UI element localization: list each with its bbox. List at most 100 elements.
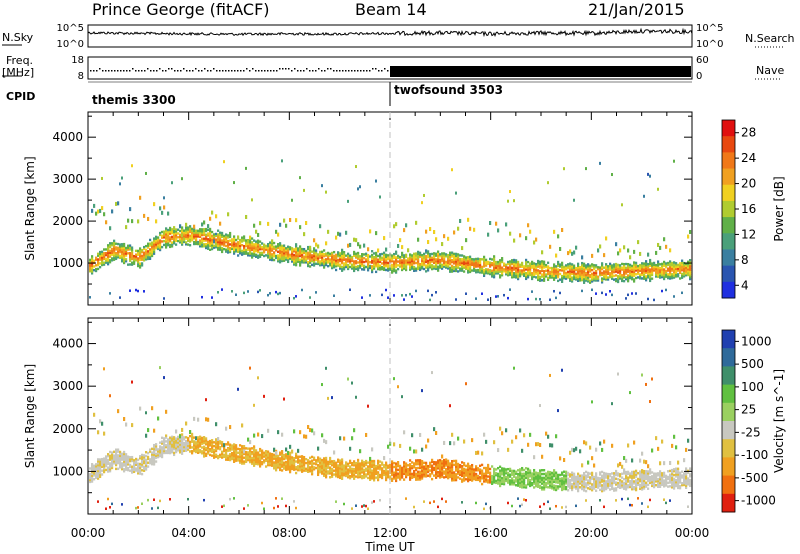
velocity-cell: [371, 461, 374, 465]
velocity-cell: [241, 452, 244, 456]
velocity-cell: [181, 450, 184, 453]
power-cell: [385, 255, 388, 258]
power-cell: [421, 257, 424, 261]
velocity-cell: [103, 463, 106, 466]
velocity-cell: [277, 460, 280, 463]
power-cell: [343, 252, 346, 256]
freq-point: [252, 68, 254, 70]
power-cell: [587, 274, 590, 277]
power-cell: [641, 267, 644, 271]
velocity-cell: [387, 444, 390, 449]
power-cell: [175, 228, 178, 231]
power-cell: [445, 255, 448, 258]
power-cell: [145, 256, 148, 259]
power-cell: [345, 265, 348, 269]
velocity-cell: [541, 478, 544, 482]
velocity-cell: [391, 471, 394, 475]
power-cell: [219, 221, 222, 226]
velocity-cell: [573, 480, 576, 483]
velocity-cell: [305, 434, 308, 439]
power-cell: [411, 256, 414, 259]
power-cell: [89, 266, 92, 269]
velocity-cell: [117, 454, 120, 457]
power-cell: [165, 234, 168, 238]
power-cell: [595, 271, 598, 275]
power-cell: [205, 229, 208, 233]
velocity-cell: [445, 473, 448, 477]
power-cell: [543, 270, 546, 273]
velocity-cell: [139, 455, 142, 458]
power-cell: [293, 257, 296, 261]
power-cell: [501, 257, 504, 260]
power-cell: [271, 256, 274, 260]
power-cell: [689, 266, 692, 269]
power-cell: [513, 268, 516, 271]
velocity-cell: [559, 473, 562, 477]
velocity-cell: [333, 465, 336, 469]
velocity-cell: [183, 449, 186, 453]
power-cell: [387, 269, 390, 272]
power-cell: [97, 260, 100, 263]
velocity-cell: [433, 474, 436, 477]
power-cell: [461, 259, 464, 263]
velocity-cell: [411, 474, 414, 478]
power-cell: [469, 268, 472, 272]
power-cell: [195, 237, 198, 240]
power-cell: [225, 244, 228, 248]
velocity-cell: [153, 447, 156, 451]
power-cell: [407, 259, 410, 262]
power-cell: [411, 265, 414, 268]
freq-point: [342, 70, 344, 72]
power-cell: [267, 221, 270, 226]
power-cell: [453, 269, 456, 273]
velocity-cell: [151, 461, 154, 464]
power-cell: [555, 267, 558, 270]
power-cell: [385, 263, 388, 266]
power-cell: [171, 228, 174, 231]
velocity-cell: [391, 469, 394, 473]
power-cell: [493, 266, 496, 269]
velocity-cell: [441, 469, 444, 473]
power-cell: [185, 222, 188, 227]
power-cell: [309, 261, 312, 264]
power-cell: [689, 259, 692, 262]
velocity-cell: [289, 467, 292, 470]
power-cell: [413, 254, 416, 257]
velocity-cell: [319, 469, 322, 472]
velocity-cell: [355, 395, 357, 399]
power-cell: [557, 270, 560, 273]
power-cell: [391, 258, 394, 261]
velocity-cell: [319, 461, 322, 464]
velocity-cell: [533, 482, 536, 485]
power-cell: [415, 258, 418, 261]
power-cell: [563, 265, 566, 269]
power-cell: [353, 265, 356, 269]
velocity-cell: [221, 452, 224, 455]
power-cell: [513, 272, 516, 275]
power-cell: [111, 253, 114, 256]
power-cell: [185, 231, 188, 235]
velocity-cell: [157, 506, 159, 510]
power-cell: [377, 267, 380, 271]
velocity-cell: [437, 470, 440, 474]
power-cell: [141, 258, 144, 261]
power-cell: [295, 262, 298, 265]
power-cell: [529, 229, 532, 234]
velocity-cell: [351, 507, 353, 510]
power-cell: [247, 252, 250, 255]
power-cell: [377, 248, 380, 253]
velocity-cell: [421, 477, 424, 480]
velocity-cell: [523, 474, 526, 477]
power-cell: [355, 256, 358, 259]
power-cell: [441, 267, 444, 270]
power-cell: [449, 270, 452, 273]
velocity-cell: [261, 462, 264, 466]
power-cell: [295, 256, 298, 259]
velocity-cell: [133, 466, 136, 470]
velocity-cell: [553, 478, 556, 482]
velocity-cell: [165, 436, 168, 439]
power-cell: [219, 237, 222, 240]
velocity-cell: [331, 469, 334, 473]
power-cell: [593, 275, 596, 278]
velocity-cell: [285, 464, 288, 468]
